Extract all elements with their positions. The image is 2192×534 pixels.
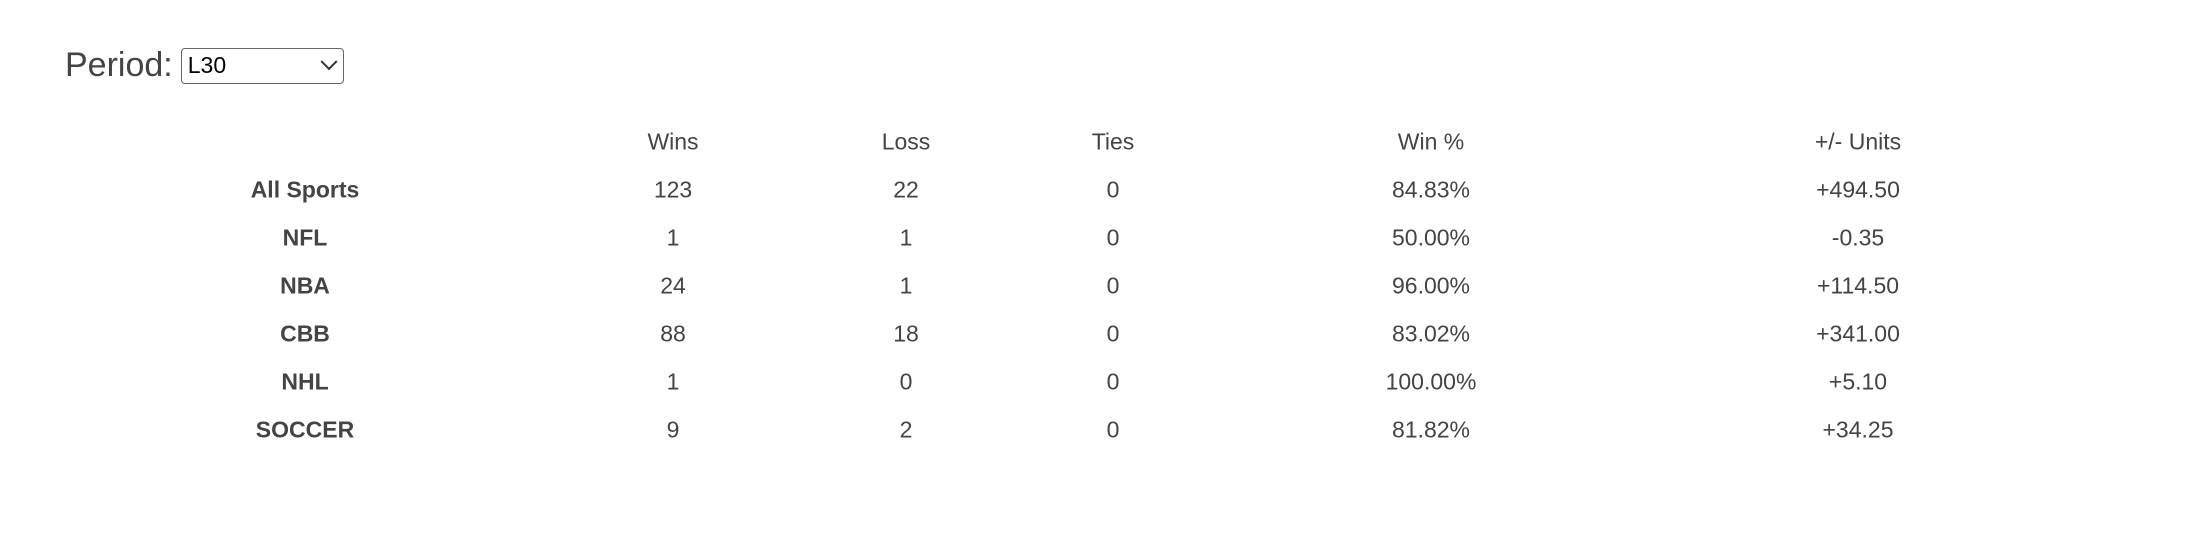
cell-loss: 0 (899, 368, 913, 395)
cell-ties: 0 (1106, 272, 1120, 299)
sport-name: NFL (282, 224, 328, 251)
cell-win-pct: 81.82% (1391, 416, 1471, 443)
column-header: Win % (1397, 128, 1465, 155)
cell-loss: 1 (899, 224, 913, 251)
cell-loss: 18 (893, 320, 919, 347)
column-header: Wins (647, 128, 699, 155)
cell-wins: 1 (666, 224, 680, 251)
cell-units: +114.50 (1816, 272, 1900, 299)
column-header: +/- Units (1814, 128, 1902, 155)
cell-loss: 1 (899, 272, 913, 299)
chevron-down-icon (320, 52, 338, 70)
cell-units: -0.35 (1831, 224, 1885, 251)
cell-wins: 24 (660, 272, 686, 299)
cell-ties: 0 (1106, 176, 1120, 203)
cell-wins: 123 (653, 176, 693, 203)
cell-win-pct: 84.83% (1391, 176, 1471, 203)
cell-win-pct: 50.00% (1391, 224, 1471, 251)
cell-win-pct: 83.02% (1391, 320, 1471, 347)
cell-win-pct: 96.00% (1391, 272, 1471, 299)
cell-wins: 88 (660, 320, 686, 347)
cell-wins: 1 (666, 368, 680, 395)
sport-name: NHL (281, 368, 329, 395)
cell-loss: 2 (899, 416, 913, 443)
column-header: Ties (1091, 128, 1135, 155)
cell-loss: 22 (893, 176, 919, 203)
period-select[interactable]: L30 (180, 47, 344, 84)
sport-name: NBA (280, 272, 330, 299)
cell-units: +5.10 (1828, 368, 1888, 395)
sport-name: All Sports (250, 176, 360, 203)
cell-ties: 0 (1106, 224, 1120, 251)
cell-wins: 9 (666, 416, 680, 443)
cell-units: +494.50 (1816, 176, 1900, 203)
cell-ties: 0 (1106, 368, 1120, 395)
period-label: Period: (65, 46, 173, 84)
sport-name: SOCCER (255, 416, 355, 443)
cell-win-pct: 100.00% (1385, 368, 1477, 395)
cell-units: +34.25 (1822, 416, 1894, 443)
period-select-value: L30 (187, 52, 227, 78)
column-header: Loss (881, 128, 931, 155)
sport-name: CBB (280, 320, 330, 347)
cell-units: +341.00 (1816, 320, 1900, 347)
cell-ties: 0 (1106, 320, 1120, 347)
cell-ties: 0 (1106, 416, 1120, 443)
period-filter: Period: L30 (65, 46, 344, 85)
